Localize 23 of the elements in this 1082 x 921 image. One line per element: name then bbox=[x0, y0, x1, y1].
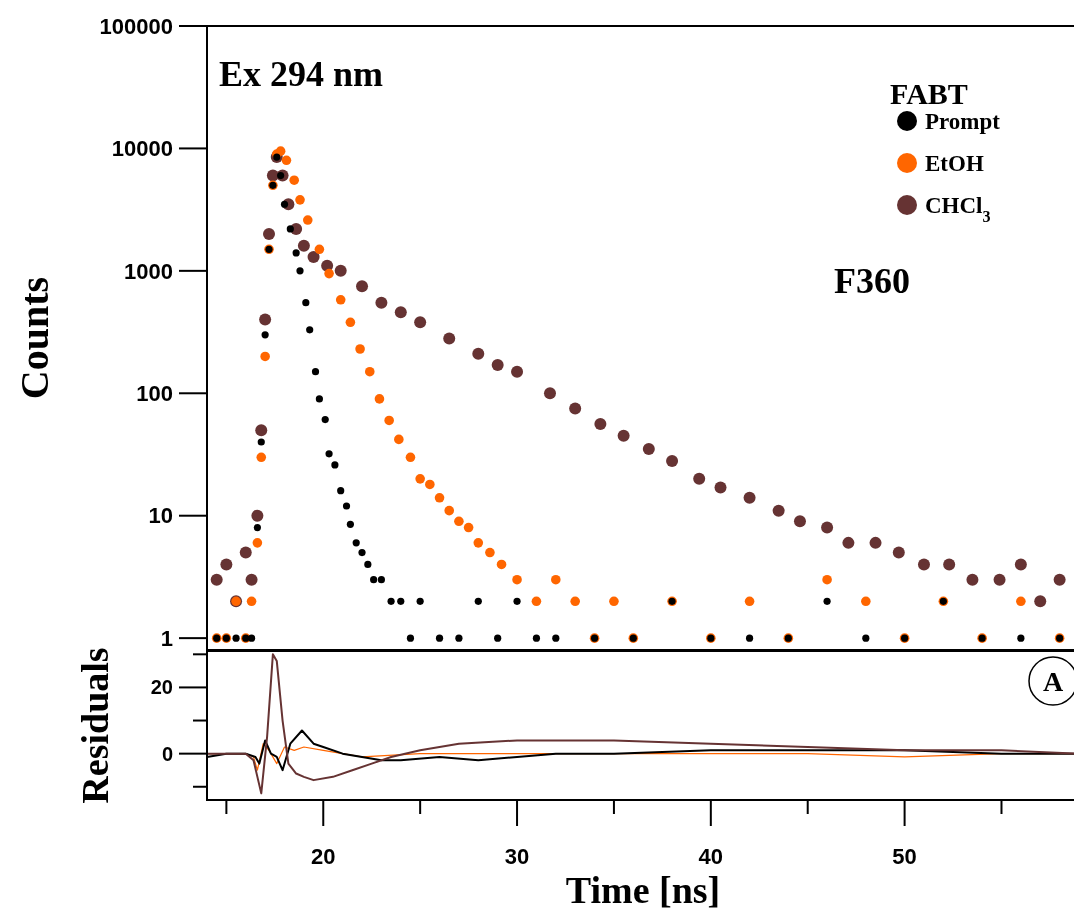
y-tick-label: 10 bbox=[148, 503, 173, 529]
y-axis-title: Residuals bbox=[74, 647, 116, 804]
y-tick-label: 0 bbox=[161, 742, 173, 765]
legend-label: Prompt bbox=[925, 109, 1001, 135]
y-tick-label: 1000 bbox=[124, 258, 173, 284]
y-axis-title: Counts bbox=[12, 276, 57, 400]
x-tick-label: 20 bbox=[311, 843, 336, 869]
circled-letter: A bbox=[1028, 656, 1074, 706]
y-tick-label: 1 bbox=[160, 625, 173, 651]
x-tick-label: 50 bbox=[892, 843, 917, 869]
annotation: A bbox=[1042, 665, 1064, 697]
x-tick-label: 30 bbox=[504, 843, 530, 869]
annotation: Ex 294 nm bbox=[219, 54, 384, 94]
y-tick-label: 100000 bbox=[99, 13, 173, 39]
y-tick-label: 100 bbox=[136, 380, 173, 406]
y-tick-label: 20 bbox=[150, 676, 173, 699]
legend-label: CHCl$_{3}$ bbox=[925, 193, 991, 225]
legend-title: FABT bbox=[890, 77, 968, 110]
x-axis-title: Time [ns] bbox=[565, 869, 721, 911]
legend-label: EtOH bbox=[925, 151, 984, 177]
x-tick-label: 40 bbox=[698, 843, 724, 869]
annotation: F360 bbox=[834, 261, 910, 301]
y-tick-label: 10000 bbox=[111, 136, 173, 162]
